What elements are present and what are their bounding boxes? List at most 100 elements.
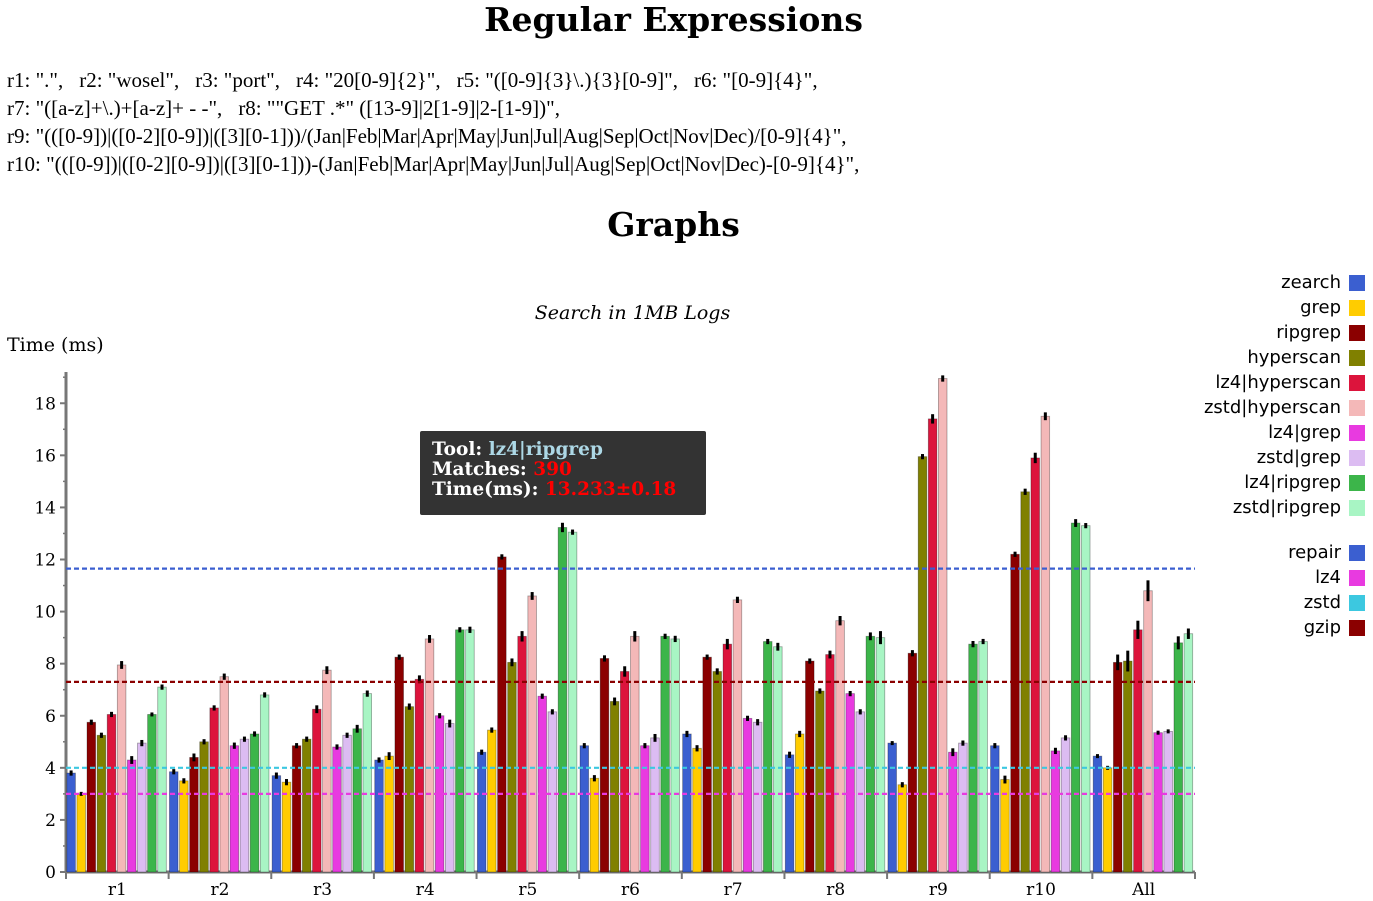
bar [537,695,547,873]
legend-label: lz4 [1315,567,1341,588]
chart-title: Search in 1MB Logs [534,302,731,324]
y-tick-label: 18 [34,394,56,414]
regex-item: r9: "(([0-9])|([0-2][0-9])|([3][0-1]))/(… [7,124,847,148]
bar [855,711,865,873]
bar [660,635,670,873]
bar [794,733,805,873]
bar [1040,415,1051,873]
bar [281,781,292,873]
legend-item[interactable]: zstd|grep [1145,445,1365,470]
y-tick-label: 0 [45,863,56,883]
regex-item: r10: "(([0-9])|([0-2][0-9])|([3][0-1]))-… [7,152,860,176]
regex-line: r7: "([a-z]+\.)+[a-z]+ - -", r8: ""GET .*… [7,96,576,121]
legend-item[interactable]: repair [1145,540,1365,565]
legend-swatch [1349,424,1365,441]
legend-item[interactable]: lz4|ripgrep [1145,470,1365,495]
tooltip-time-label: Time(ms): [432,479,539,500]
bar [1173,642,1183,873]
legend-swatch [1349,594,1365,611]
bar [609,701,620,873]
bar [1081,525,1091,873]
bar [301,738,312,873]
x-tick-label: r10 [1026,880,1056,900]
legend-label: repair [1288,542,1341,563]
bar [702,656,712,873]
bar [374,759,384,873]
bar [978,641,988,873]
x-tick-label: r4 [416,880,435,900]
legend-item[interactable]: grep [1145,295,1365,320]
bar [384,755,394,873]
bar [1060,737,1071,873]
legend-item[interactable]: lz4|grep [1145,420,1365,445]
bar [990,745,1000,873]
legend-swatch [1349,324,1365,341]
regex-item: r8: ""GET .*" ([13-9]|2[1-9]|2-[1-9])", [238,96,560,120]
legend-swatch [1349,569,1365,586]
bar [557,527,568,873]
bar [239,738,250,873]
legend-item[interactable]: zstd|hyperscan [1145,395,1365,420]
bar [773,646,783,873]
bar [917,456,928,873]
x-tick-label: All [1131,880,1155,900]
x-tick-label: r5 [518,880,537,900]
legend-swatch [1349,544,1365,561]
bar [938,378,948,873]
bar [1133,629,1143,873]
bar [1030,457,1040,873]
legend-label: grep [1300,297,1341,318]
regex-title: Regular Expressions [484,0,863,39]
legend-item[interactable]: lz4 [1145,565,1365,590]
bar [805,660,815,873]
bar [414,678,425,873]
bar [249,733,260,873]
bar [517,635,527,873]
legend-swatch [1349,449,1365,466]
bar [96,734,107,873]
legend-swatch [1349,399,1365,416]
legend-swatch [1349,374,1365,391]
bar [835,620,845,873]
bar [259,694,270,873]
bar [547,711,558,873]
bar [66,772,76,873]
legend-label: hyperscan [1247,347,1341,368]
regex-line: r9: "(([0-9])|([0-2][0-9])|([3][0-1]))/(… [7,124,863,149]
bar [815,690,825,873]
bar [1123,660,1133,873]
x-tick-label: r2 [210,880,229,900]
legend-label: lz4|hyperscan [1215,372,1341,393]
bar [599,658,610,873]
legend-swatch [1349,299,1365,316]
legend-swatch [1349,499,1365,516]
legend-item[interactable]: lz4|hyperscan [1145,370,1365,395]
y-tick-label: 16 [34,446,56,466]
bar [1092,755,1103,873]
bar [404,706,415,873]
legend-label: zstd|hyperscan [1203,397,1341,418]
legend-item[interactable]: zstd [1145,590,1365,615]
legend-item[interactable]: ripgrep [1145,320,1365,345]
bar [682,733,692,873]
bar [865,635,876,873]
regex-line: r1: ".", r2: "wosel", r3: "port", r4: "20[0… [7,68,834,93]
bar [291,745,302,873]
y-tick-label: 4 [45,759,56,779]
bar [332,746,342,873]
bar [620,671,630,873]
bar [169,771,179,873]
regex-item: r1: ".", [7,68,64,92]
legend-item[interactable]: gzip [1145,615,1365,640]
x-tick-label: r1 [108,880,127,900]
bar [650,737,660,873]
bar [742,717,753,873]
legend-item[interactable]: zstd|ripgrep [1145,495,1365,520]
bar [487,729,497,873]
bar [465,629,475,873]
legend-label: zstd|grep [1256,447,1341,468]
legend-item[interactable]: hyperscan [1145,345,1365,370]
legend-item[interactable]: zearch [1145,270,1365,295]
bar [424,638,435,873]
